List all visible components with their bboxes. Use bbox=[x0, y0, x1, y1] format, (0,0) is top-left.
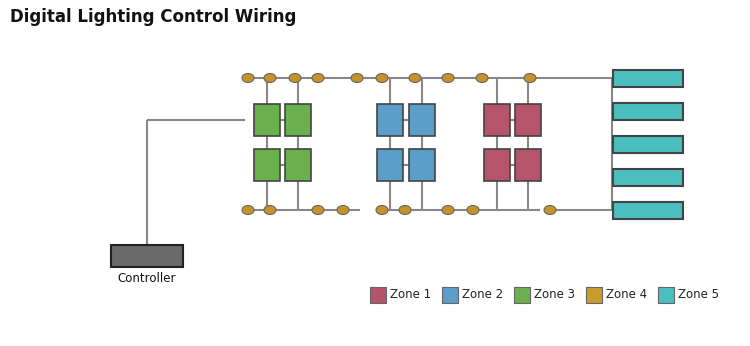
Ellipse shape bbox=[376, 206, 388, 215]
FancyBboxPatch shape bbox=[377, 149, 403, 181]
Ellipse shape bbox=[289, 73, 301, 82]
Ellipse shape bbox=[264, 73, 276, 82]
FancyBboxPatch shape bbox=[254, 104, 280, 136]
FancyBboxPatch shape bbox=[254, 149, 280, 181]
FancyBboxPatch shape bbox=[285, 104, 311, 136]
FancyBboxPatch shape bbox=[515, 104, 541, 136]
Text: Controller: Controller bbox=[118, 272, 176, 285]
FancyBboxPatch shape bbox=[613, 169, 683, 185]
FancyBboxPatch shape bbox=[111, 245, 183, 267]
Ellipse shape bbox=[476, 73, 488, 82]
FancyBboxPatch shape bbox=[442, 287, 458, 303]
Ellipse shape bbox=[264, 206, 276, 215]
Text: Zone 2: Zone 2 bbox=[462, 289, 503, 301]
Ellipse shape bbox=[312, 206, 324, 215]
Text: Zone 5: Zone 5 bbox=[678, 289, 719, 301]
Ellipse shape bbox=[442, 73, 454, 82]
Text: Zone 3: Zone 3 bbox=[534, 289, 575, 301]
FancyBboxPatch shape bbox=[514, 287, 530, 303]
FancyBboxPatch shape bbox=[285, 149, 311, 181]
FancyBboxPatch shape bbox=[377, 104, 403, 136]
Ellipse shape bbox=[544, 206, 556, 215]
Ellipse shape bbox=[312, 73, 324, 82]
Ellipse shape bbox=[409, 73, 421, 82]
FancyBboxPatch shape bbox=[484, 149, 510, 181]
Text: Zone 4: Zone 4 bbox=[606, 289, 647, 301]
Ellipse shape bbox=[524, 73, 536, 82]
FancyBboxPatch shape bbox=[658, 287, 674, 303]
Text: Digital Lighting Control Wiring: Digital Lighting Control Wiring bbox=[10, 8, 296, 26]
FancyBboxPatch shape bbox=[586, 287, 602, 303]
FancyBboxPatch shape bbox=[515, 149, 541, 181]
FancyBboxPatch shape bbox=[613, 201, 683, 219]
Ellipse shape bbox=[337, 206, 349, 215]
Ellipse shape bbox=[376, 73, 388, 82]
Text: Zone 1: Zone 1 bbox=[390, 289, 431, 301]
FancyBboxPatch shape bbox=[409, 149, 435, 181]
Ellipse shape bbox=[399, 206, 411, 215]
FancyBboxPatch shape bbox=[613, 136, 683, 153]
FancyBboxPatch shape bbox=[613, 102, 683, 119]
Ellipse shape bbox=[242, 206, 254, 215]
Ellipse shape bbox=[442, 206, 454, 215]
FancyBboxPatch shape bbox=[370, 287, 386, 303]
Ellipse shape bbox=[242, 73, 254, 82]
FancyBboxPatch shape bbox=[613, 70, 683, 86]
Ellipse shape bbox=[467, 206, 479, 215]
FancyBboxPatch shape bbox=[409, 104, 435, 136]
FancyBboxPatch shape bbox=[484, 104, 510, 136]
Ellipse shape bbox=[351, 73, 363, 82]
